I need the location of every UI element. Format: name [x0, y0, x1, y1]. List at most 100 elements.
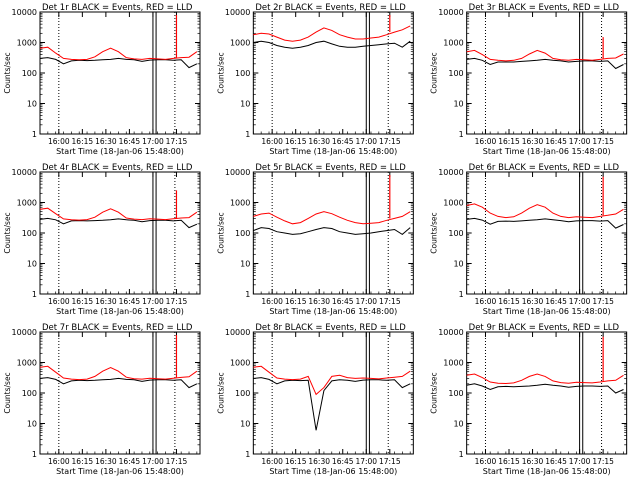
x-tick-label: 16:30: [308, 297, 330, 306]
y-axis-label: Counts/sec: [216, 372, 225, 413]
y-tick-label: 100: [22, 229, 37, 238]
y-tick-label: 100: [235, 389, 250, 398]
panel-title: Det 4r BLACK = Events, RED = LLD: [42, 163, 193, 173]
x-tick-label: 16:45: [332, 457, 354, 466]
y-axis-label: Counts/sec: [216, 52, 225, 93]
y-tick-label: 100: [448, 389, 463, 398]
y-tick-label: 1000: [230, 359, 250, 368]
x-tick-label: 17:15: [379, 297, 401, 306]
events-series-line: [253, 227, 411, 236]
y-tick-label: 10000: [438, 8, 463, 17]
x-tick-label: 17:00: [569, 297, 591, 306]
x-tick-label: 16:30: [522, 297, 544, 306]
events-series-line: [466, 217, 624, 229]
events-series-line: [253, 40, 411, 49]
x-tick-label: 16:00: [475, 297, 497, 306]
detector-panel: Det 7r BLACK = Events, RED = LLD 1 10 100 10…: [3, 323, 201, 476]
panel-title: Det 8r BLACK = Events, RED = LLD: [255, 323, 406, 333]
y-tick-label: 10000: [225, 168, 250, 177]
x-tick-label: 16:30: [95, 297, 117, 306]
plot-frame: [466, 11, 628, 135]
x-tick-label: 17:00: [355, 457, 377, 466]
x-tick-label: 17:00: [355, 297, 377, 306]
y-tick-label: 10000: [225, 8, 250, 17]
x-tick-label: 17:15: [166, 457, 188, 466]
panel-title: Det 3r BLACK = Events, RED = LLD: [469, 3, 620, 13]
x-tick-label: 17:15: [379, 457, 401, 466]
detector-panel: Det 9r BLACK = Events, RED = LLD 1 10 100 10…: [430, 323, 628, 476]
panel-title: Det 1r BLACK = Events, RED = LLD: [42, 3, 193, 13]
x-axis-label: Start Time (18-Jan-06 15:48:00): [56, 307, 184, 316]
x-axis-label: Start Time (18-Jan-06 15:48:00): [483, 307, 611, 316]
x-tick-label: 16:45: [332, 297, 354, 306]
y-tick-label: 1000: [17, 359, 37, 368]
x-tick-label: 16:00: [261, 457, 283, 466]
detector-panel: Det 1r BLACK = Events, RED = LLD 1 10 100 10…: [3, 3, 201, 156]
x-tick-label: 16:00: [48, 297, 70, 306]
y-axis-label: Counts/sec: [3, 372, 12, 413]
x-tick-label: 16:15: [72, 297, 94, 306]
lld-series-line: [39, 207, 198, 221]
x-axis-label: Start Time (18-Jan-06 15:48:00): [483, 147, 611, 156]
panel-title: Det 5r BLACK = Events, RED = LLD: [255, 163, 406, 173]
x-tick-label: 16:45: [119, 137, 141, 146]
y-axis-label: Counts/sec: [430, 52, 439, 93]
x-tick-label: 16:45: [119, 297, 141, 306]
x-tick-label: 17:15: [592, 137, 614, 146]
panel-title: Det 7r BLACK = Events, RED = LLD: [42, 323, 193, 333]
x-tick-label: 16:15: [72, 137, 94, 146]
y-tick-label: 1000: [230, 199, 250, 208]
detector-panel: Det 8r BLACK = Events, RED = LLD 1 10 100 10…: [216, 323, 414, 476]
lld-series-line: [466, 49, 624, 62]
y-tick-label: 1: [32, 290, 37, 299]
y-tick-label: 10000: [438, 168, 463, 177]
y-tick-label: 1000: [17, 39, 37, 48]
x-tick-label: 16:45: [545, 297, 567, 306]
x-tick-label: 16:15: [498, 297, 520, 306]
x-tick-label: 16:00: [261, 137, 283, 146]
y-tick-label: 10000: [438, 328, 463, 337]
x-tick-label: 16:30: [95, 457, 117, 466]
y-tick-label: 10: [240, 100, 250, 109]
events-series-line: [253, 377, 411, 431]
x-tick-label: 17:00: [142, 457, 164, 466]
y-tick-label: 1000: [230, 39, 250, 48]
y-tick-label: 100: [448, 229, 463, 238]
y-axis-label: Counts/sec: [216, 212, 225, 253]
x-tick-label: 17:00: [569, 457, 591, 466]
y-tick-label: 1: [32, 130, 37, 139]
x-tick-label: 16:00: [261, 297, 283, 306]
x-tick-label: 17:15: [592, 297, 614, 306]
x-axis-label: Start Time (18-Jan-06 15:48:00): [56, 147, 184, 156]
x-tick-label: 16:15: [285, 137, 307, 146]
x-tick-label: 16:00: [48, 457, 70, 466]
events-series-line: [39, 57, 198, 69]
y-tick-label: 1: [245, 450, 250, 459]
x-tick-label: 17:00: [355, 137, 377, 146]
x-tick-label: 17:00: [569, 137, 591, 146]
y-tick-label: 10: [240, 260, 250, 269]
x-axis-label: Start Time (18-Jan-06 15:48:00): [483, 467, 611, 476]
y-tick-label: 1000: [17, 199, 37, 208]
y-tick-label: 10: [453, 420, 463, 429]
x-tick-label: 16:30: [522, 457, 544, 466]
y-tick-label: 1: [459, 450, 464, 459]
y-tick-label: 100: [22, 69, 37, 78]
y-tick-label: 10: [27, 100, 37, 109]
y-tick-label: 10: [453, 100, 463, 109]
x-tick-label: 16:45: [545, 457, 567, 466]
x-tick-label: 16:30: [308, 457, 330, 466]
y-tick-label: 10: [27, 420, 37, 429]
y-tick-label: 10: [27, 260, 37, 269]
x-tick-label: 16:00: [475, 137, 497, 146]
y-tick-label: 10000: [12, 8, 37, 17]
x-tick-label: 16:00: [475, 457, 497, 466]
y-axis-label: Counts/sec: [430, 372, 439, 413]
lld-series-line: [466, 373, 624, 385]
y-tick-label: 100: [235, 69, 250, 78]
x-tick-label: 16:15: [285, 297, 307, 306]
events-series-line: [39, 377, 198, 389]
x-tick-label: 16:00: [48, 137, 70, 146]
y-tick-label: 1: [245, 130, 250, 139]
